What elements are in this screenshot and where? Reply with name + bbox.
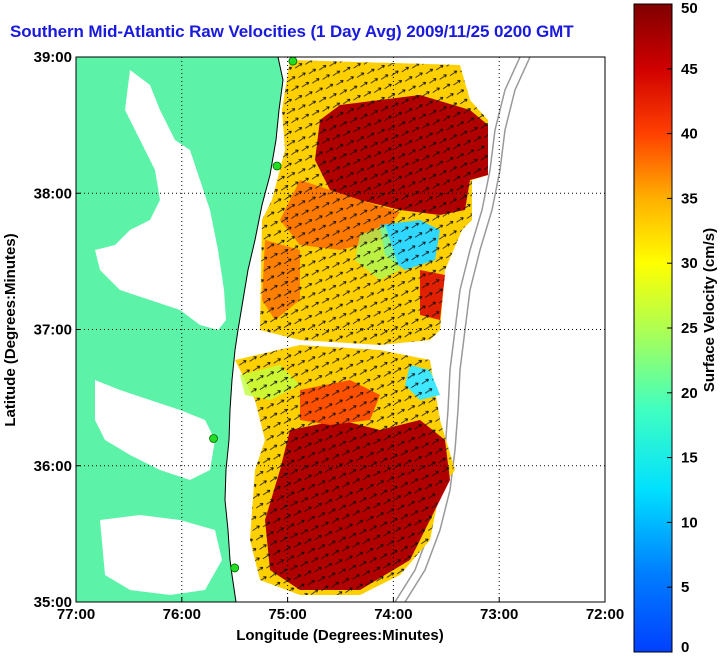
x-tick-label: 77:00 [57,606,95,623]
x-axis-label: Longitude (Degrees:Minutes) [236,627,444,644]
grid-lines [76,57,605,602]
radar-station-marker [209,434,218,443]
land-mass [76,57,283,602]
radar-station-marker [288,57,298,66]
colorbar-tick-label: 40 [681,126,698,143]
x-tick-label: 74:00 [374,606,412,623]
velocity-vectors-south [235,345,455,595]
x-tick-label: 73:00 [480,606,518,623]
figure-title: Southern Mid-Atlantic Raw Velocities (1 … [10,22,574,41]
y-tick-label: 35:00 [34,594,72,611]
x-tick-label: 76:00 [163,606,201,623]
sound-waters [95,380,215,480]
y-tick-label: 39:00 [34,49,72,66]
y-tick-label: 36:00 [34,458,72,475]
radar-station-marker [230,563,240,573]
colorbar-tick-label: 25 [681,320,698,337]
colorbar-tick-label: 10 [681,514,698,531]
x-tick-label: 72:00 [586,606,624,623]
radar-station-marker [272,161,282,171]
colorbar-tick-label: 20 [681,385,698,402]
colorbar-tick-label: 35 [681,190,698,207]
x-tick-label: 75:00 [268,606,306,623]
y-tick-label: 37:00 [34,322,72,339]
pamlico-sound [100,515,222,595]
colorbar-tick-label: 5 [681,579,689,596]
colorbar-tick-label: 0 [681,639,689,656]
coastline [224,57,284,602]
colorbar [634,4,672,652]
colorbar-tick-label: 30 [681,255,698,272]
chesapeake-bay [95,70,226,330]
y-axis-label: Latitude (Degrees:Minutes) [2,233,19,426]
colorbar-tick-label: 45 [681,61,698,78]
colorbar-tick-label: 15 [681,450,698,467]
y-tick-label: 38:00 [34,185,72,202]
colorbar-tick-label: 50 [681,0,698,17]
velocity-vectors-north [260,60,488,345]
colorbar-label: Surface Velocity (cm/s) [701,228,718,392]
